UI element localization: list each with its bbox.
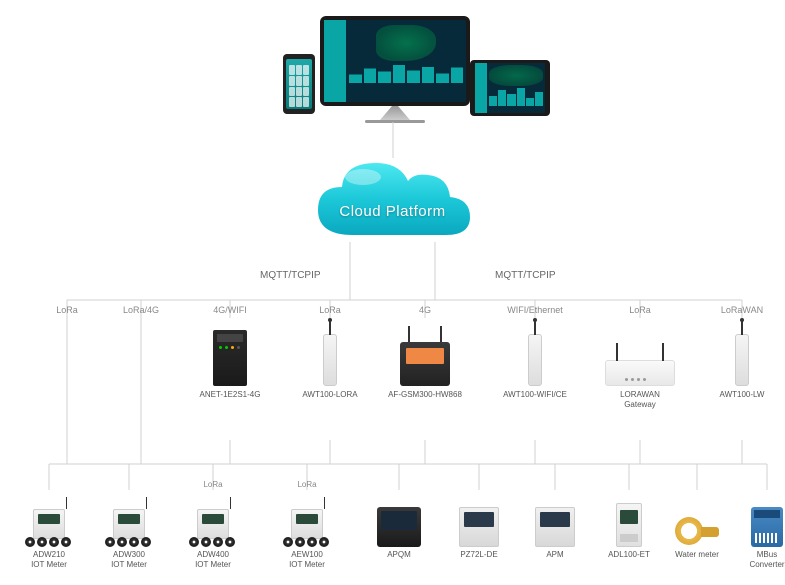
device-4: APQM [362, 480, 436, 560]
device-3: LoRa AEW100IOT Meter [270, 480, 344, 569]
device-sublabel [660, 480, 734, 490]
gateway-7: LoRaWAN AWT100-LW [697, 305, 785, 400]
device-2: LoRa ADW400IOT Meter [176, 480, 250, 569]
device-icon [176, 492, 250, 547]
cloud-platform: Cloud Platform [308, 155, 478, 245]
device-sublabel: LoRa [270, 480, 344, 490]
device-sublabel [592, 480, 666, 490]
protocol-label-left: MQTT/TCPIP [260, 270, 321, 281]
device-name: ADW400IOT Meter [176, 550, 250, 569]
device-6: APM [518, 480, 592, 560]
bar-chart-widget [349, 63, 463, 83]
gateway-protocol: WIFI/Ethernet [490, 305, 580, 317]
device-name: PZ72L-DE [442, 550, 516, 560]
gateway-device-icon [595, 321, 685, 386]
gateway-name: ANET-1E2S1-4G [185, 390, 275, 400]
gateway-protocol: LoRa [285, 305, 375, 317]
device-sublabel [442, 480, 516, 490]
dashboard-screen [324, 20, 466, 102]
device-name: ADL100-ET [592, 550, 666, 560]
gateway-name: AWT100-WIFI/CE [490, 390, 580, 400]
device-icon [12, 492, 86, 547]
gateway-device-icon [697, 321, 785, 386]
gateway-protocol: LoRa/4G [96, 305, 186, 317]
protocol-label-right: MQTT/TCPIP [495, 270, 556, 281]
device-5: PZ72L-DE [442, 480, 516, 560]
device-icon [270, 492, 344, 547]
device-sublabel [12, 480, 86, 490]
tablet-chart [489, 86, 543, 107]
device-8: Water meter [660, 480, 734, 560]
device-1: ADW300IOT Meter [92, 480, 166, 569]
map-widget [376, 25, 436, 61]
tablet-screen [475, 63, 545, 113]
gateway-2: 4G/WIFI ANET-1E2S1-4G [185, 305, 275, 400]
device-sublabel [92, 480, 166, 490]
device-sublabel [518, 480, 592, 490]
gateway-1: LoRa/4G [96, 305, 186, 390]
device-icon [730, 492, 785, 547]
device-icon [362, 492, 436, 547]
gateway-name: AWT100-LORA [285, 390, 375, 400]
device-name: MBusConverter [730, 550, 785, 569]
gateway-protocol: LoRaWAN [697, 305, 785, 317]
gateway-device-icon [380, 321, 470, 386]
device-9: MBusConverter [730, 480, 785, 569]
gateway-device-icon [285, 321, 375, 386]
gateway-name: AF-GSM300-HW868 [380, 390, 470, 400]
device-sublabel [362, 480, 436, 490]
display-devices-row [0, 10, 785, 130]
device-name: APQM [362, 550, 436, 560]
device-tier: ADW210IOT Meter ADW300IOT Meter LoRa ADW400… [0, 480, 785, 580]
device-icon [592, 492, 666, 547]
gateway-tier: LoRa LoRa/4G4G/WIFI ANET-1E2S1-4G LoRa AWT10… [0, 305, 785, 445]
device-icon [442, 492, 516, 547]
gateway-device-icon [185, 321, 275, 386]
tablet-map [489, 65, 543, 86]
device-name: Water meter [660, 550, 734, 560]
device-sublabel [730, 480, 785, 490]
gateway-protocol: 4G [380, 305, 470, 317]
phone-screen [286, 59, 312, 109]
device-7: ADL100-ET [592, 480, 666, 560]
device-name: ADW300IOT Meter [92, 550, 166, 569]
gateway-name: LORAWANGateway [595, 390, 685, 409]
gateway-4: 4G AF-GSM300-HW868 [380, 305, 470, 400]
device-icon [92, 492, 166, 547]
desktop-monitor [320, 16, 470, 123]
phone-mockup [283, 54, 315, 114]
gateway-name: AWT100-LW [697, 390, 785, 400]
cloud-label: Cloud Platform [308, 203, 478, 220]
gateway-5: WIFI/Ethernet AWT100-WIFI/CE [490, 305, 580, 400]
gateway-6: LoRa LORAWANGateway [595, 305, 685, 409]
gateway-protocol: 4G/WIFI [185, 305, 275, 317]
device-name: APM [518, 550, 592, 560]
gateway-3: LoRa AWT100-LORA [285, 305, 375, 400]
device-icon [660, 492, 734, 547]
device-sublabel: LoRa [176, 480, 250, 490]
device-name: AEW100IOT Meter [270, 550, 344, 569]
device-icon [518, 492, 592, 547]
device-name: ADW210IOT Meter [12, 550, 86, 569]
gateway-device-icon [490, 321, 580, 386]
cloud-icon [308, 155, 478, 245]
gateway-device-icon [96, 321, 186, 386]
tablet-mockup [470, 60, 550, 116]
gateway-protocol: LoRa [595, 305, 685, 317]
device-0: ADW210IOT Meter [12, 480, 86, 569]
